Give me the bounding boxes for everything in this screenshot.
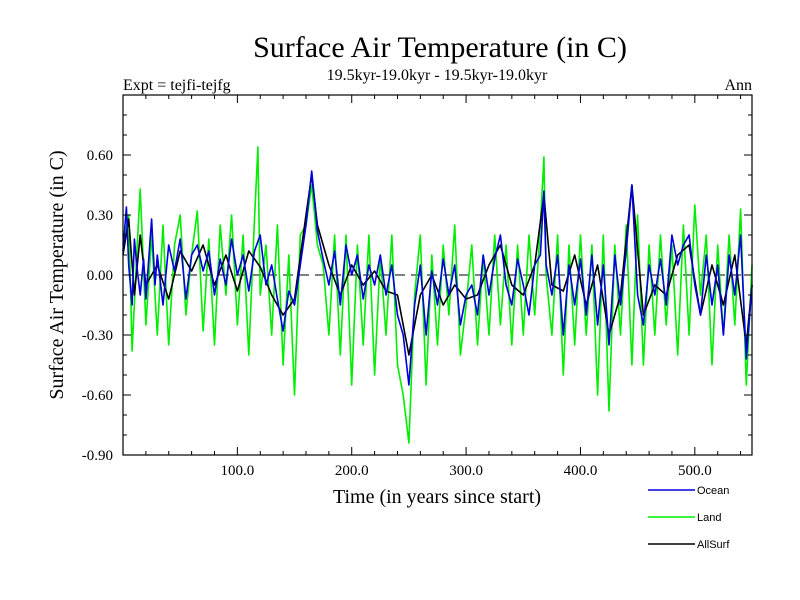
plot-area: 100.0 200.0 300.0 400.0 500.0 0.60 0.30 0.00 -0.… xyxy=(82,94,753,479)
experiment-label: Expt = tejfi-tejfg xyxy=(123,77,231,94)
y-tick-label: 0.60 xyxy=(87,148,113,164)
legend: Ocean Land AllSurf xyxy=(648,485,730,551)
series-line-allsurf xyxy=(122,174,753,356)
legend-label-ocean: Ocean xyxy=(697,485,729,497)
x-tick-label: 200.0 xyxy=(335,463,369,479)
y-tick-label: 0.30 xyxy=(87,208,113,224)
y-tick-label: -0.90 xyxy=(82,448,113,464)
season-label: Ann xyxy=(724,77,752,94)
chart-title: Surface Air Temperature (in C) xyxy=(253,31,627,64)
x-tick-label: 300.0 xyxy=(449,463,483,479)
x-tick-label: 400.0 xyxy=(564,463,598,479)
series-line-land xyxy=(122,146,753,444)
y-axis-label: Surface Air Temperature (in C) xyxy=(46,150,68,399)
legend-label-allsurf: AllSurf xyxy=(697,539,730,551)
x-tick-label: 500.0 xyxy=(678,463,712,479)
legend-label-land: Land xyxy=(697,512,721,524)
series-line-ocean xyxy=(122,170,753,386)
y-tick-label: -0.30 xyxy=(82,328,113,344)
y-tick-label: 0.00 xyxy=(87,268,113,284)
y-tick-label: -0.60 xyxy=(82,388,113,404)
x-tick-label: 100.0 xyxy=(220,463,254,479)
chart-subtitle: 19.5kyr-19.0kyr - 19.5kyr-19.0kyr xyxy=(327,67,548,84)
x-axis-label: Time (in years since start) xyxy=(333,486,541,508)
